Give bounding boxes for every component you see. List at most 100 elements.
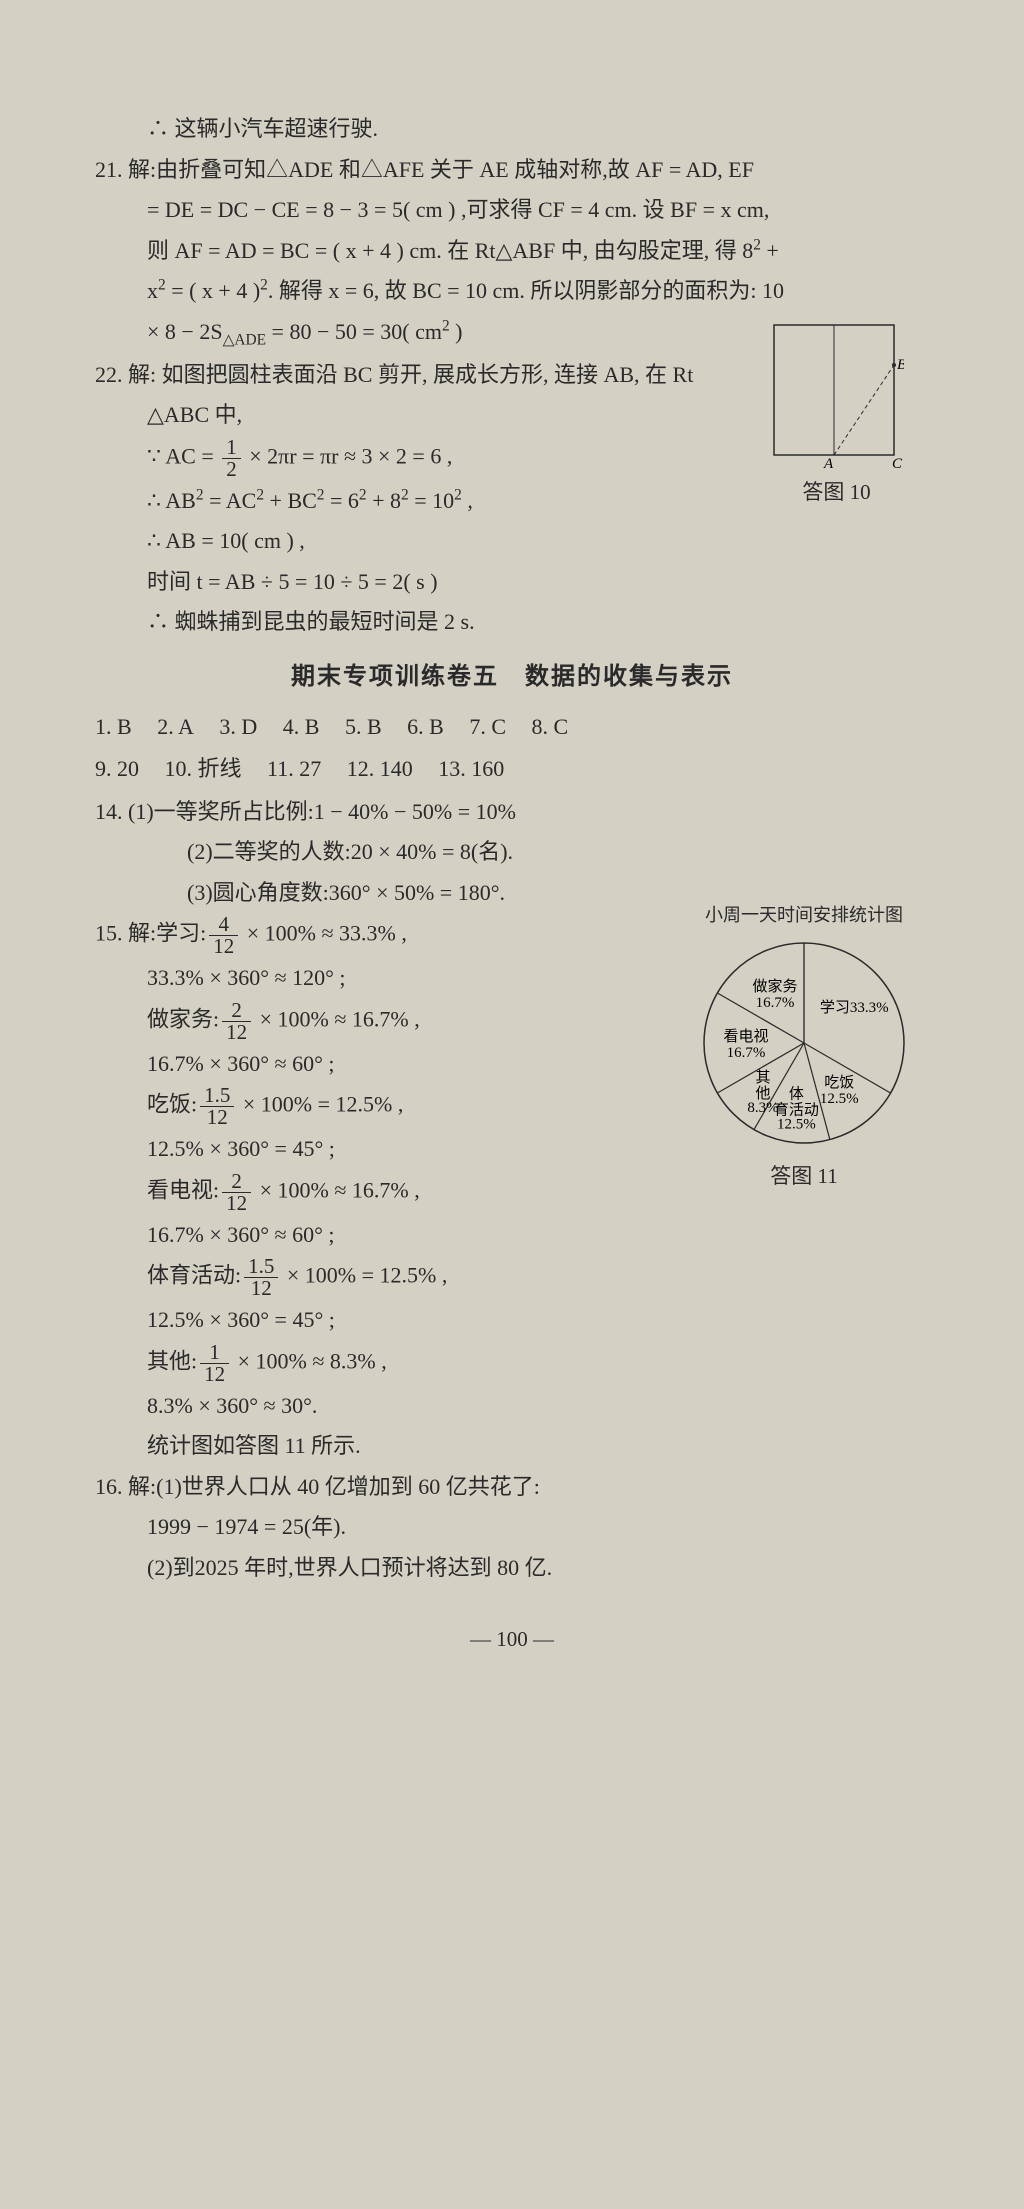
text: x <box>147 278 158 303</box>
svg-text:看电视: 看电视 <box>723 1028 768 1045</box>
text-line: 时间 t = AB ÷ 5 = 10 ÷ 5 = 2( s ) <box>95 563 929 602</box>
text-line: 1999 − 1974 = 25(年). <box>95 1508 929 1547</box>
text-line: (2)到2025 年时,世界人口预计将达到 80 亿. <box>95 1549 929 1588</box>
subscript: △ADE <box>223 331 266 348</box>
figure-10-caption: 答图 10 <box>754 474 919 511</box>
fraction: 212 <box>222 1000 251 1043</box>
text: . 解得 x = 6, 故 BC = 10 cm. 所以阴影部分的面积为: 10 <box>268 278 784 303</box>
svg-text:12.5%: 12.5% <box>820 1091 859 1107</box>
frac-num: 2 <box>222 1171 251 1193</box>
text: 15. 解:学习: <box>95 921 206 946</box>
text-line: 16. 解:(1)世界人口从 40 亿增加到 60 亿共花了: <box>95 1468 929 1507</box>
text-line: 看电视:212 × 100% ≈ 16.7% , <box>95 1171 665 1214</box>
answer-item: 11. 27 <box>267 750 321 789</box>
svg-text:其: 其 <box>755 1069 770 1086</box>
text: + 8 <box>367 488 401 513</box>
text: × 100% = 12.5% , <box>237 1092 403 1117</box>
figure-11-svg: 学习33.3%吃饭12.5%体育活动12.5%其他8.3%看电视16.7%做家务… <box>689 938 919 1148</box>
answer-item: 5. B <box>345 708 382 747</box>
text: × 2πr = πr ≈ 3 × 2 = 6 , <box>244 443 453 468</box>
fraction: 1.512 <box>200 1085 234 1128</box>
text-line: 14. (1)一等奖所占比例:1 − 40% − 50% = 10% <box>95 793 929 832</box>
frac-den: 12 <box>200 1107 234 1128</box>
frac-den: 12 <box>200 1364 229 1385</box>
text: × 100% = 12.5% , <box>281 1263 447 1288</box>
figure-11-caption: 答图 11 <box>669 1158 939 1195</box>
text-line: 12.5% × 360° = 45° ; <box>95 1301 929 1340</box>
frac-num: 1.5 <box>244 1256 278 1278</box>
text: × 8 − 2S <box>147 319 223 344</box>
text-line: 做家务:212 × 100% ≈ 16.7% , <box>95 1000 665 1043</box>
figure-11: 小周一天时间安排统计图 学习33.3%吃饭12.5%体育活动12.5%其他8.3… <box>669 900 939 1194</box>
text: = ( x + 4 ) <box>166 278 260 303</box>
answer-item: 4. B <box>283 708 320 747</box>
text-line: 则 AF = AD = BC = ( x + 4 ) cm. 在 Rt△ABF … <box>95 232 929 271</box>
svg-text:16.7%: 16.7% <box>727 1045 766 1061</box>
text-line: 16.7% × 360° ≈ 60° ; <box>95 1216 665 1255</box>
exponent: 2 <box>158 277 166 294</box>
fraction: 212 <box>222 1171 251 1214</box>
svg-text:12.5%: 12.5% <box>777 1116 816 1132</box>
label-A: A <box>823 456 834 470</box>
text: 做家务: <box>147 1006 219 1031</box>
text-line: 33.3% × 360° ≈ 120° ; <box>95 959 665 998</box>
text-line: 8.3% × 360° ≈ 30°. <box>95 1387 929 1426</box>
fraction: 12 <box>222 437 241 480</box>
text-line: x2 = ( x + 4 )2. 解得 x = 6, 故 BC = 10 cm.… <box>95 272 929 311</box>
frac-den: 12 <box>244 1278 278 1299</box>
answer-item: 13. 160 <box>438 750 504 789</box>
svg-text:8.3%: 8.3% <box>747 1100 778 1116</box>
svg-text:做家务: 做家务 <box>752 977 797 994</box>
text-line: ∴ 蜘蛛捕到昆虫的最短时间是 2 s. <box>95 603 929 642</box>
text: ∴ AB <box>147 488 196 513</box>
text-line: 体育活动:1.512 × 100% = 12.5% , <box>95 1256 929 1299</box>
text: × 100% ≈ 16.7% , <box>254 1177 420 1202</box>
frac-den: 12 <box>209 936 238 957</box>
answer-item: 12. 140 <box>347 750 413 789</box>
text-line: 统计图如答图 11 所示. <box>95 1427 929 1466</box>
fraction: 112 <box>200 1342 229 1385</box>
answers-row-1: 1. B 2. A 3. D 4. B 5. B 6. B 7. C 8. C <box>95 708 929 747</box>
answer-item: 2. A <box>157 708 194 747</box>
text: 吃饭: <box>147 1092 197 1117</box>
text-line: 21. 解:由折叠可知△ADE 和△AFE 关于 AE 成轴对称,故 AF = … <box>95 151 929 190</box>
frac-den: 12 <box>222 1193 251 1214</box>
text-line: ∴ AB2 = AC2 + BC2 = 62 + 82 = 102 , <box>95 482 665 521</box>
answer-item: 8. C <box>532 708 569 747</box>
text: = 6 <box>325 488 359 513</box>
frac-num: 1 <box>222 437 241 459</box>
exponent: 2 <box>454 487 462 504</box>
answer-item: 9. 20 <box>95 750 139 789</box>
text: ) <box>450 319 463 344</box>
svg-text:学习33.3%: 学习33.3% <box>820 999 889 1016</box>
text: 体育活动: <box>147 1263 241 1288</box>
text: 其他: <box>147 1348 197 1373</box>
frac-den: 12 <box>222 1022 251 1043</box>
frac-num: 2 <box>222 1000 251 1022</box>
exponent: 2 <box>196 487 204 504</box>
svg-text:吃饭: 吃饭 <box>824 1074 854 1091</box>
answer-item: 10. 折线 <box>165 750 242 789</box>
exponent: 2 <box>260 277 268 294</box>
figure-11-title: 小周一天时间安排统计图 <box>669 900 939 932</box>
text: = 80 − 50 = 30( cm <box>266 319 442 344</box>
frac-num: 4 <box>209 914 238 936</box>
frac-num: 1.5 <box>200 1085 234 1107</box>
text-line: 12.5% × 360° = 45° ; <box>95 1130 665 1169</box>
svg-text:体: 体 <box>789 1085 804 1102</box>
text: , <box>462 488 473 513</box>
exponent: 2 <box>401 487 409 504</box>
fraction: 412 <box>209 914 238 957</box>
answer-item: 3. D <box>219 708 257 747</box>
label-B: B <box>897 357 904 373</box>
figure-10: B A C 答图 10 <box>754 320 919 511</box>
text: 看电视: <box>147 1177 219 1202</box>
text-line: = DE = DC − CE = 8 − 3 = 5( cm ) ,可求得 CF… <box>95 191 929 230</box>
exponent: 2 <box>442 317 450 334</box>
text: = 10 <box>409 488 454 513</box>
answer-item: 6. B <box>407 708 444 747</box>
exponent: 2 <box>317 487 325 504</box>
text: + BC <box>264 488 317 513</box>
text: × 100% ≈ 16.7% , <box>254 1006 420 1031</box>
exponent: 2 <box>256 487 264 504</box>
